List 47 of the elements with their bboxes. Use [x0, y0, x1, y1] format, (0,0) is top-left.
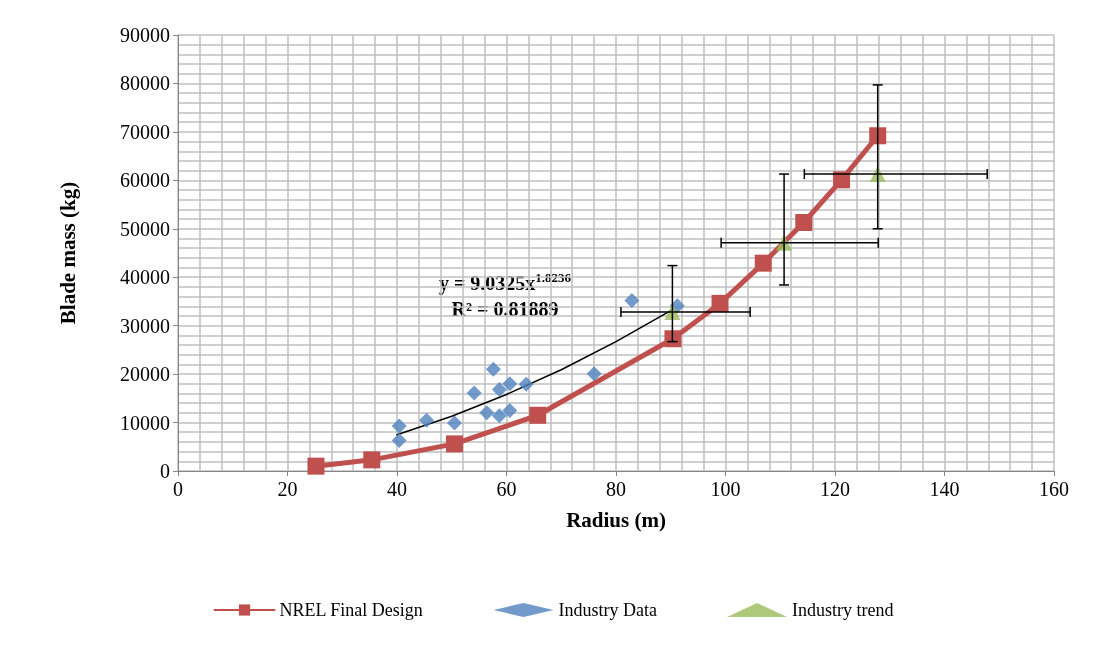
point [711, 294, 729, 312]
x-tick-label: 140 [929, 478, 960, 500]
y-tick-label: 90000 [120, 24, 170, 46]
point [307, 457, 325, 475]
y-tick-label: 80000 [120, 72, 170, 95]
x-tick-label: 20 [277, 478, 298, 500]
point [446, 415, 462, 431]
x-tick-label: 100 [710, 478, 741, 500]
y-tick-label: 10000 [120, 411, 170, 434]
point [664, 330, 682, 348]
y-tick-label: 20000 [120, 363, 170, 386]
point [479, 405, 495, 421]
x-tick-label: 120 [820, 478, 850, 500]
x-tick-label: 80 [606, 478, 626, 500]
x-axis-title: Radius (m) [566, 507, 666, 532]
x-tick-label: 160 [1039, 478, 1069, 500]
x-tick-label: 60 [496, 478, 517, 500]
point [466, 385, 482, 401]
point [363, 451, 381, 469]
x-tick-label: 40 [387, 478, 407, 500]
y-tick-label: 40000 [120, 266, 170, 289]
legend-label: Industry trend [791, 600, 894, 620]
point [485, 361, 501, 377]
point [445, 435, 463, 453]
point [624, 292, 640, 308]
annotation: R² = 0.81889 [451, 298, 559, 320]
point [795, 213, 813, 231]
point [502, 376, 518, 392]
y-tick-label: 50000 [120, 217, 170, 240]
point [391, 432, 407, 448]
y-tick-label: 60000 [120, 169, 170, 192]
point [419, 412, 435, 428]
point [502, 402, 518, 418]
point [391, 418, 407, 434]
y-axis-title: Blade mass (kg) [55, 181, 80, 325]
point [754, 254, 772, 272]
point [529, 406, 547, 424]
point [491, 408, 507, 424]
y-tick-label: 70000 [120, 120, 170, 143]
point [518, 376, 534, 392]
y-tick-label: 30000 [120, 314, 170, 337]
point [586, 366, 602, 382]
y-tick-label: 0 [160, 460, 170, 482]
point [869, 127, 887, 145]
point [491, 382, 507, 398]
legend-label: Industry Data [558, 600, 657, 620]
legend-label: NREL Final Design [279, 600, 423, 620]
